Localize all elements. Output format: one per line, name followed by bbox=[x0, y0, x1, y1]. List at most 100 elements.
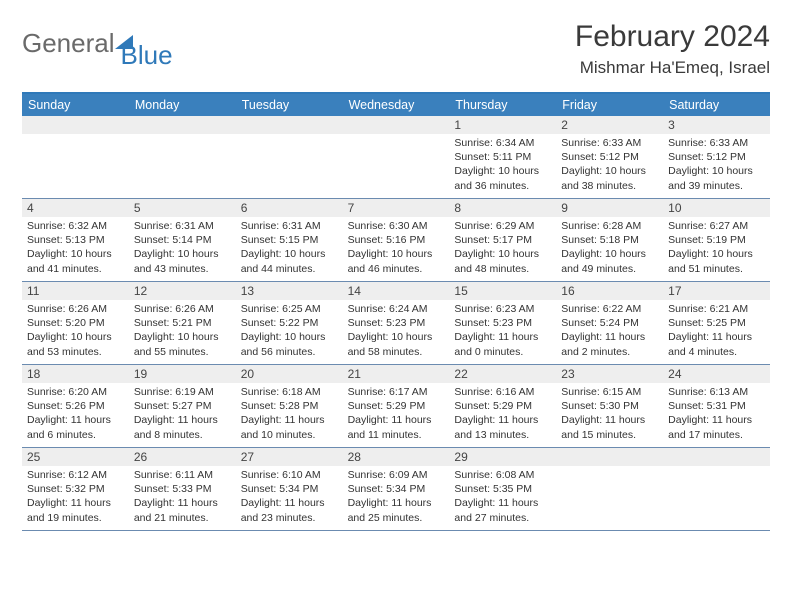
sunset-text: Sunset: 5:29 PM bbox=[454, 399, 551, 413]
calendar-cell: 2Sunrise: 6:33 AMSunset: 5:12 PMDaylight… bbox=[556, 116, 663, 198]
cell-content: Sunrise: 6:34 AMSunset: 5:11 PMDaylight:… bbox=[449, 134, 556, 197]
daylight-text: Daylight: 10 hours and 41 minutes. bbox=[27, 247, 124, 275]
title-block: February 2024 Mishmar Ha'Emeq, Israel bbox=[575, 20, 770, 78]
sunset-text: Sunset: 5:26 PM bbox=[27, 399, 124, 413]
week-row: 1Sunrise: 6:34 AMSunset: 5:11 PMDaylight… bbox=[22, 116, 770, 199]
week-row: 18Sunrise: 6:20 AMSunset: 5:26 PMDayligh… bbox=[22, 365, 770, 448]
sunset-text: Sunset: 5:21 PM bbox=[134, 316, 231, 330]
cell-content: Sunrise: 6:11 AMSunset: 5:33 PMDaylight:… bbox=[129, 466, 236, 529]
cell-content: Sunrise: 6:25 AMSunset: 5:22 PMDaylight:… bbox=[236, 300, 343, 363]
calendar-cell bbox=[343, 116, 450, 198]
day-number: 23 bbox=[556, 365, 663, 383]
daylight-text: Daylight: 11 hours and 2 minutes. bbox=[561, 330, 658, 358]
sunrise-text: Sunrise: 6:21 AM bbox=[668, 302, 765, 316]
sunset-text: Sunset: 5:30 PM bbox=[561, 399, 658, 413]
calendar-cell: 15Sunrise: 6:23 AMSunset: 5:23 PMDayligh… bbox=[449, 282, 556, 364]
day-header: Saturday bbox=[663, 94, 770, 116]
cell-content: Sunrise: 6:19 AMSunset: 5:27 PMDaylight:… bbox=[129, 383, 236, 446]
cell-content: Sunrise: 6:26 AMSunset: 5:20 PMDaylight:… bbox=[22, 300, 129, 363]
sunset-text: Sunset: 5:24 PM bbox=[561, 316, 658, 330]
cell-content: Sunrise: 6:12 AMSunset: 5:32 PMDaylight:… bbox=[22, 466, 129, 529]
calendar-cell: 23Sunrise: 6:15 AMSunset: 5:30 PMDayligh… bbox=[556, 365, 663, 447]
calendar-cell: 4Sunrise: 6:32 AMSunset: 5:13 PMDaylight… bbox=[22, 199, 129, 281]
day-number: 15 bbox=[449, 282, 556, 300]
day-number: 11 bbox=[22, 282, 129, 300]
sunrise-text: Sunrise: 6:29 AM bbox=[454, 219, 551, 233]
sunrise-text: Sunrise: 6:28 AM bbox=[561, 219, 658, 233]
day-number: 8 bbox=[449, 199, 556, 217]
sunset-text: Sunset: 5:31 PM bbox=[668, 399, 765, 413]
daylight-text: Daylight: 11 hours and 11 minutes. bbox=[348, 413, 445, 441]
calendar-cell bbox=[129, 116, 236, 198]
day-number bbox=[343, 116, 450, 134]
sunset-text: Sunset: 5:23 PM bbox=[348, 316, 445, 330]
cell-content: Sunrise: 6:18 AMSunset: 5:28 PMDaylight:… bbox=[236, 383, 343, 446]
day-number: 4 bbox=[22, 199, 129, 217]
sunset-text: Sunset: 5:34 PM bbox=[241, 482, 338, 496]
sunrise-text: Sunrise: 6:11 AM bbox=[134, 468, 231, 482]
sunrise-text: Sunrise: 6:25 AM bbox=[241, 302, 338, 316]
sunrise-text: Sunrise: 6:09 AM bbox=[348, 468, 445, 482]
calendar-cell: 3Sunrise: 6:33 AMSunset: 5:12 PMDaylight… bbox=[663, 116, 770, 198]
daylight-text: Daylight: 11 hours and 27 minutes. bbox=[454, 496, 551, 524]
daylight-text: Daylight: 10 hours and 58 minutes. bbox=[348, 330, 445, 358]
sunrise-text: Sunrise: 6:15 AM bbox=[561, 385, 658, 399]
calendar-cell: 16Sunrise: 6:22 AMSunset: 5:24 PMDayligh… bbox=[556, 282, 663, 364]
day-number: 19 bbox=[129, 365, 236, 383]
day-number: 16 bbox=[556, 282, 663, 300]
daylight-text: Daylight: 10 hours and 51 minutes. bbox=[668, 247, 765, 275]
calendar-cell: 19Sunrise: 6:19 AMSunset: 5:27 PMDayligh… bbox=[129, 365, 236, 447]
cell-content: Sunrise: 6:20 AMSunset: 5:26 PMDaylight:… bbox=[22, 383, 129, 446]
day-number: 27 bbox=[236, 448, 343, 466]
daylight-text: Daylight: 10 hours and 43 minutes. bbox=[134, 247, 231, 275]
sunset-text: Sunset: 5:22 PM bbox=[241, 316, 338, 330]
cell-content: Sunrise: 6:33 AMSunset: 5:12 PMDaylight:… bbox=[556, 134, 663, 197]
calendar-cell bbox=[556, 448, 663, 530]
cell-content: Sunrise: 6:33 AMSunset: 5:12 PMDaylight:… bbox=[663, 134, 770, 197]
sunrise-text: Sunrise: 6:32 AM bbox=[27, 219, 124, 233]
sunrise-text: Sunrise: 6:08 AM bbox=[454, 468, 551, 482]
day-header: Monday bbox=[129, 94, 236, 116]
week-row: 25Sunrise: 6:12 AMSunset: 5:32 PMDayligh… bbox=[22, 448, 770, 531]
sunset-text: Sunset: 5:12 PM bbox=[561, 150, 658, 164]
calendar-cell: 18Sunrise: 6:20 AMSunset: 5:26 PMDayligh… bbox=[22, 365, 129, 447]
sunrise-text: Sunrise: 6:31 AM bbox=[241, 219, 338, 233]
day-header: Wednesday bbox=[343, 94, 450, 116]
daylight-text: Daylight: 10 hours and 53 minutes. bbox=[27, 330, 124, 358]
cell-content: Sunrise: 6:22 AMSunset: 5:24 PMDaylight:… bbox=[556, 300, 663, 363]
sunrise-text: Sunrise: 6:27 AM bbox=[668, 219, 765, 233]
sunset-text: Sunset: 5:28 PM bbox=[241, 399, 338, 413]
daylight-text: Daylight: 10 hours and 55 minutes. bbox=[134, 330, 231, 358]
sunset-text: Sunset: 5:18 PM bbox=[561, 233, 658, 247]
sunset-text: Sunset: 5:27 PM bbox=[134, 399, 231, 413]
day-number: 17 bbox=[663, 282, 770, 300]
header: General Blue February 2024 Mishmar Ha'Em… bbox=[22, 20, 770, 78]
daylight-text: Daylight: 11 hours and 6 minutes. bbox=[27, 413, 124, 441]
day-number: 24 bbox=[663, 365, 770, 383]
day-number: 29 bbox=[449, 448, 556, 466]
sunset-text: Sunset: 5:12 PM bbox=[668, 150, 765, 164]
daylight-text: Daylight: 11 hours and 0 minutes. bbox=[454, 330, 551, 358]
calendar-cell: 7Sunrise: 6:30 AMSunset: 5:16 PMDaylight… bbox=[343, 199, 450, 281]
calendar-cell: 11Sunrise: 6:26 AMSunset: 5:20 PMDayligh… bbox=[22, 282, 129, 364]
day-number: 13 bbox=[236, 282, 343, 300]
calendar-cell: 14Sunrise: 6:24 AMSunset: 5:23 PMDayligh… bbox=[343, 282, 450, 364]
cell-content: Sunrise: 6:13 AMSunset: 5:31 PMDaylight:… bbox=[663, 383, 770, 446]
sunrise-text: Sunrise: 6:16 AM bbox=[454, 385, 551, 399]
day-number: 6 bbox=[236, 199, 343, 217]
calendar-cell: 20Sunrise: 6:18 AMSunset: 5:28 PMDayligh… bbox=[236, 365, 343, 447]
sunrise-text: Sunrise: 6:12 AM bbox=[27, 468, 124, 482]
logo: General Blue bbox=[22, 28, 173, 59]
daylight-text: Daylight: 11 hours and 23 minutes. bbox=[241, 496, 338, 524]
daylight-text: Daylight: 10 hours and 38 minutes. bbox=[561, 164, 658, 192]
calendar-cell: 21Sunrise: 6:17 AMSunset: 5:29 PMDayligh… bbox=[343, 365, 450, 447]
day-number: 26 bbox=[129, 448, 236, 466]
cell-content: Sunrise: 6:28 AMSunset: 5:18 PMDaylight:… bbox=[556, 217, 663, 280]
daylight-text: Daylight: 10 hours and 49 minutes. bbox=[561, 247, 658, 275]
daylight-text: Daylight: 10 hours and 39 minutes. bbox=[668, 164, 765, 192]
day-number: 20 bbox=[236, 365, 343, 383]
cell-content: Sunrise: 6:26 AMSunset: 5:21 PMDaylight:… bbox=[129, 300, 236, 363]
logo-text-general: General bbox=[22, 28, 115, 59]
calendar-cell: 29Sunrise: 6:08 AMSunset: 5:35 PMDayligh… bbox=[449, 448, 556, 530]
sunset-text: Sunset: 5:15 PM bbox=[241, 233, 338, 247]
